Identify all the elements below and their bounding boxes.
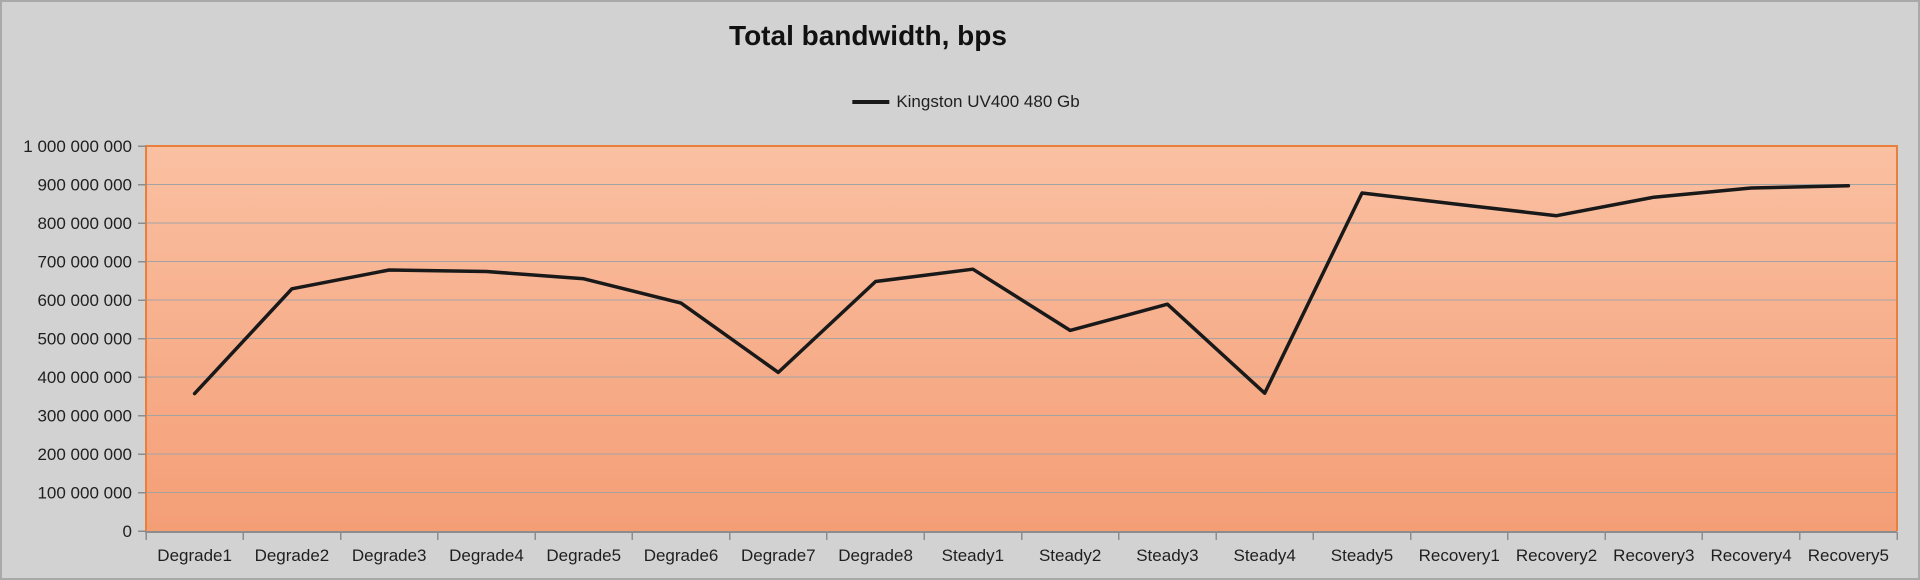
x-axis-tick-label: Recovery2: [1516, 546, 1597, 565]
x-axis-tick-label: Recovery4: [1710, 546, 1791, 565]
y-axis-tick-label: 100 000 000: [37, 484, 132, 503]
x-axis-tick-label: Degrade2: [255, 546, 330, 565]
y-axis-tick-label: 800 000 000: [37, 214, 132, 233]
chart-title: Total bandwidth, bps: [729, 20, 1007, 51]
x-axis-tick-label: Degrade8: [838, 546, 913, 565]
x-axis-tick-label: Steady4: [1233, 546, 1295, 565]
x-axis-tick-label: Degrade6: [644, 546, 719, 565]
y-axis-tick-label: 900 000 000: [37, 176, 132, 195]
y-axis-tick-label: 400 000 000: [37, 368, 132, 387]
x-axis-tick-label: Degrade7: [741, 546, 816, 565]
x-axis-tick-label: Recovery1: [1419, 546, 1500, 565]
y-axis-tick-label: 300 000 000: [37, 407, 132, 426]
x-axis-tick-label: Degrade5: [546, 546, 621, 565]
x-axis-tick-label: Degrade3: [352, 546, 427, 565]
y-axis-tick-label: 700 000 000: [37, 253, 132, 272]
x-axis-tick-label: Recovery5: [1808, 546, 1889, 565]
x-axis-tick-label: Steady1: [942, 546, 1004, 565]
x-axis-tick-label: Steady2: [1039, 546, 1101, 565]
x-axis-tick-label: Steady5: [1331, 546, 1393, 565]
legend-line-swatch: [852, 100, 890, 104]
x-axis-tick-label: Degrade1: [157, 546, 232, 565]
y-axis-tick-label: 0: [123, 522, 132, 541]
x-axis-tick-label: Recovery3: [1613, 546, 1694, 565]
y-axis-tick-label: 600 000 000: [37, 291, 132, 310]
legend: Kingston UV400 480 Gb: [852, 92, 1080, 112]
y-axis-tick-label: 1 000 000 000: [23, 137, 132, 156]
y-axis-tick-label: 200 000 000: [37, 445, 132, 464]
x-axis-tick-label: Steady3: [1136, 546, 1198, 565]
y-axis-tick-label: 500 000 000: [37, 330, 132, 349]
x-axis-tick-label: Degrade4: [449, 546, 524, 565]
series-line: [192, 183, 1851, 396]
legend-label: Kingston UV400 480 Gb: [896, 92, 1080, 111]
